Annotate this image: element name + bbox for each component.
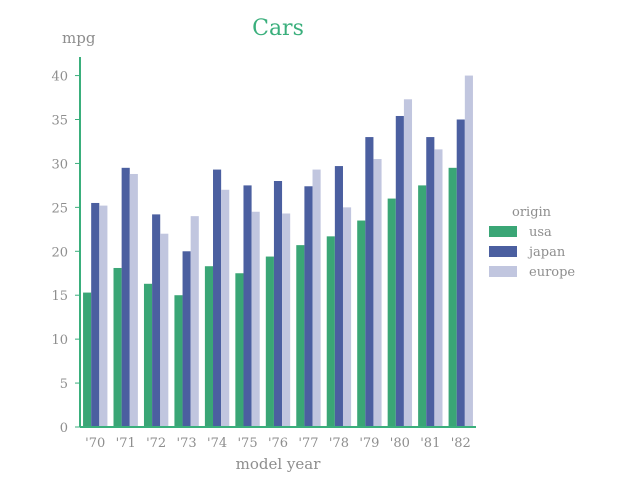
y-tick-label: 25 — [51, 201, 68, 216]
y-tick-label: 10 — [51, 333, 68, 348]
bar-japan-5 — [243, 185, 252, 427]
legend-title: origin — [512, 205, 552, 220]
legend-label-japan: japan — [527, 245, 566, 260]
bar-japan-11 — [426, 137, 435, 428]
bar-usa-4 — [204, 266, 214, 427]
bar-europe-12 — [464, 75, 473, 428]
y-axis-label: mpg — [62, 29, 96, 47]
x-tick-label: '77 — [298, 436, 318, 451]
x-tick-label: '78 — [329, 436, 349, 451]
bar-usa-7 — [296, 245, 305, 427]
bar-europe-1 — [129, 173, 138, 427]
bar-usa-5 — [235, 273, 244, 427]
x-tick-label: '74 — [207, 436, 227, 451]
bar-japan-4 — [213, 169, 222, 428]
bar-japan-7 — [304, 186, 313, 427]
bar-europe-9 — [373, 159, 382, 428]
x-tick-label: '76 — [268, 436, 288, 451]
x-tick-label: '75 — [237, 436, 257, 451]
bar-europe-6 — [282, 213, 291, 427]
bar-usa-9 — [357, 220, 366, 427]
bar-usa-11 — [418, 185, 427, 427]
x-tick-label: '79 — [359, 436, 379, 451]
bar-japan-0 — [91, 202, 100, 427]
bar-europe-7 — [312, 169, 321, 428]
y-tick-label: 30 — [51, 157, 68, 172]
x-tick-label: '80 — [390, 436, 410, 451]
legend-label-europe: europe — [529, 265, 575, 280]
bar-japan-3 — [182, 251, 191, 427]
bar-usa-8 — [326, 236, 335, 427]
bar-japan-1 — [121, 167, 130, 428]
x-tick-label: '71 — [116, 436, 136, 451]
bar-usa-1 — [113, 267, 122, 427]
x-tick-label: '70 — [85, 436, 105, 451]
bar-japan-12 — [456, 119, 465, 427]
y-tick-label: 20 — [51, 245, 68, 260]
bar-japan-9 — [365, 137, 374, 428]
legend-label-usa: usa — [529, 225, 552, 240]
x-tick-label: '73 — [177, 436, 197, 451]
bar-europe-10 — [403, 99, 413, 428]
bar-japan-2 — [152, 214, 161, 427]
y-tick-label: 0 — [60, 421, 68, 436]
chart-title: Cars — [252, 16, 304, 41]
x-tick-label: '81 — [420, 436, 440, 451]
bar-europe-5 — [251, 211, 260, 427]
bar-japan-6 — [273, 181, 283, 427]
x-tick-label: '82 — [451, 436, 471, 451]
x-axis-label: model year — [235, 455, 321, 473]
y-tick-label: 35 — [51, 114, 68, 129]
bar-europe-3 — [190, 216, 199, 427]
bar-europe-2 — [160, 233, 169, 427]
bar-europe-0 — [99, 205, 108, 427]
bar-usa-10 — [387, 198, 396, 427]
bar-usa-6 — [265, 256, 274, 427]
bar-europe-4 — [221, 189, 230, 427]
legend-swatch-japan — [489, 246, 517, 257]
bar-usa-0 — [83, 292, 92, 427]
bar-usa-12 — [448, 167, 457, 428]
legend-swatch-usa — [489, 226, 517, 237]
legend-swatch-europe — [489, 266, 517, 277]
x-tick-label: '72 — [146, 436, 166, 451]
bar-japan-8 — [334, 166, 343, 428]
y-tick-label: 15 — [51, 289, 68, 304]
bar-europe-8 — [342, 207, 352, 427]
bar-usa-3 — [174, 295, 183, 427]
y-tick-label: 40 — [51, 70, 68, 85]
bar-usa-2 — [143, 283, 153, 427]
y-tick-label: 5 — [60, 377, 68, 392]
bar-japan-10 — [395, 115, 404, 427]
bar-europe-11 — [434, 149, 443, 427]
